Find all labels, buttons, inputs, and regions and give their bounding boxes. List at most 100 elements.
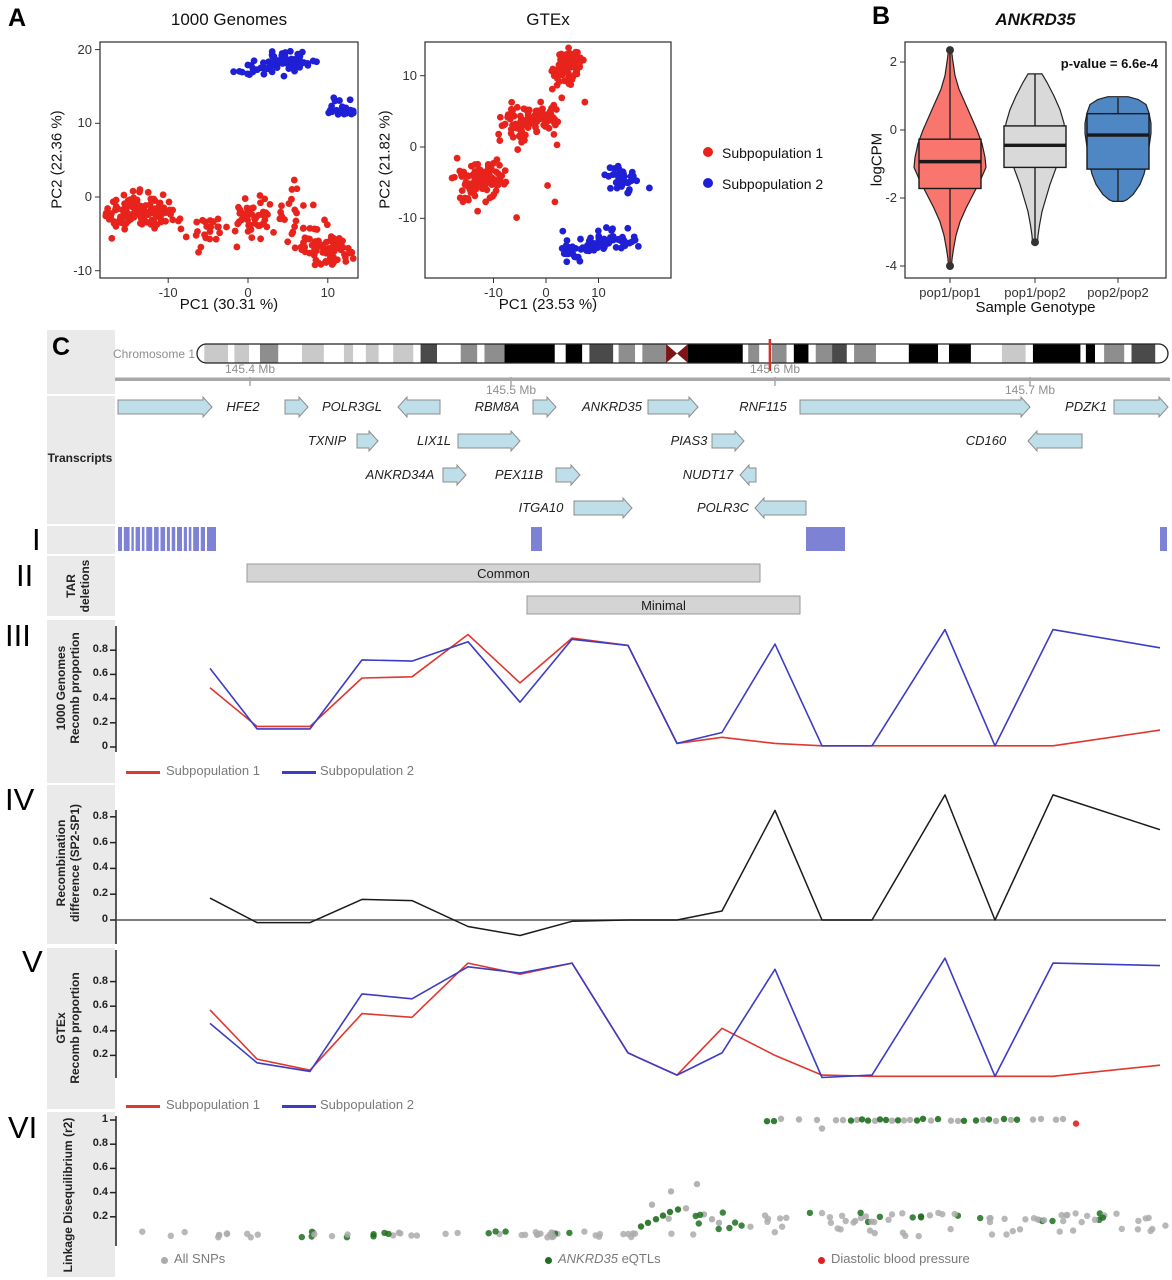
ld-dot: [832, 1117, 840, 1124]
band: [786, 344, 795, 363]
pca-point: [202, 234, 210, 242]
band: [323, 344, 345, 363]
ld-dot: [644, 1219, 652, 1227]
pca-point: [558, 58, 566, 66]
band: [687, 344, 744, 363]
band: [815, 344, 833, 363]
band: [484, 344, 505, 363]
pca-point: [581, 98, 589, 106]
deletion-stripe: [133, 527, 136, 551]
band: [1104, 344, 1125, 363]
pca-point: [539, 105, 546, 113]
track-tick-label: 0.6: [92, 999, 108, 1012]
legend-label-eqtls: ANKRD35 eQTLs: [558, 1251, 661, 1266]
band: [808, 344, 817, 363]
ld-dot: [1009, 1227, 1016, 1235]
gene-label: NUDT17: [682, 467, 734, 482]
pca-point: [158, 210, 166, 218]
pca-point: [291, 58, 298, 66]
pca-point: [120, 209, 128, 217]
pca-point: [197, 243, 205, 251]
pca-point: [518, 127, 525, 134]
y-tick-label: 0: [889, 122, 897, 137]
pca-point: [615, 174, 623, 182]
band: [420, 344, 438, 363]
pca-point: [270, 53, 278, 60]
ld-dot: [1056, 1228, 1063, 1235]
legend-eqtl-suffix: eQTLs: [617, 1251, 661, 1266]
tar-bar-label: Minimal: [641, 598, 686, 613]
pca-point: [620, 177, 628, 185]
pca-point: [110, 220, 118, 227]
pca-point: [133, 196, 141, 204]
ld-dot: [492, 1228, 499, 1235]
tar-bar: [526, 595, 801, 615]
pca-point: [282, 56, 289, 64]
ld-dot: [715, 1219, 723, 1227]
xlabel-pc1-1kg: PC1 (30.31 %): [179, 296, 279, 313]
gene-label: LIX1L: [417, 433, 451, 448]
pca-point: [571, 253, 579, 261]
pca-point: [317, 260, 325, 268]
gene-label: POLR3GL: [322, 399, 382, 414]
y-tick-label: -10: [398, 210, 417, 226]
pca-point: [467, 189, 475, 196]
pca-point: [507, 125, 515, 133]
gene-arrow: [397, 395, 441, 419]
ld-dot: [778, 1223, 786, 1230]
ld-dot: [826, 1214, 834, 1221]
track-tick-label: 0.8: [92, 1137, 108, 1150]
pca-point: [558, 245, 566, 252]
pca-point: [315, 237, 322, 245]
centromere-right: [677, 344, 688, 363]
pca-point: [348, 249, 356, 256]
pca-point: [339, 105, 347, 113]
band: [635, 344, 643, 363]
pca-point: [296, 60, 304, 68]
track-tick-label: 0: [101, 740, 108, 752]
legend-dot-subpop2: [703, 178, 713, 188]
band: [618, 344, 636, 363]
ld-dot: [692, 1212, 699, 1220]
ld-dot: [1149, 1225, 1156, 1233]
ld-dot: [838, 1212, 846, 1220]
pca-point: [122, 220, 130, 228]
pca-point: [568, 51, 576, 59]
band: [1094, 344, 1105, 363]
ld-dot: [1007, 1116, 1015, 1124]
pca-point: [601, 171, 609, 179]
violin-box: [1086, 112, 1150, 170]
track-tick-label: 0.4: [92, 861, 108, 874]
pca-point: [192, 231, 200, 239]
legend-dot-subpop1: [703, 147, 713, 157]
band: [301, 344, 325, 363]
deletion-block: [1160, 527, 1167, 551]
ld-dot: [311, 1231, 318, 1238]
ld-dot: [1078, 1218, 1085, 1226]
ld-dot: [381, 1229, 388, 1237]
deletion-stripe: [129, 527, 132, 551]
ld-dot: [1099, 1214, 1107, 1221]
ld-dot: [408, 1232, 415, 1239]
band: [259, 344, 279, 363]
pca-point: [502, 178, 510, 186]
pca-point: [254, 211, 262, 219]
ld-dot: [876, 1116, 884, 1123]
ld-dot: [628, 1233, 635, 1241]
ideogram-bands: [197, 344, 1168, 363]
pca-point: [609, 225, 616, 233]
ld-dot: [876, 1213, 884, 1221]
pca-point: [195, 248, 202, 256]
gene-arrow: [647, 395, 699, 419]
pca-point: [594, 227, 602, 235]
pca-point: [514, 146, 522, 153]
pca-point: [130, 213, 138, 221]
ld-dot: [395, 1229, 403, 1236]
ld-dot: [972, 1117, 980, 1124]
band: [393, 344, 414, 363]
pca-point: [576, 257, 584, 265]
pca-point: [555, 78, 563, 85]
pca-point: [553, 141, 561, 149]
recomb-line: [209, 628, 1161, 747]
